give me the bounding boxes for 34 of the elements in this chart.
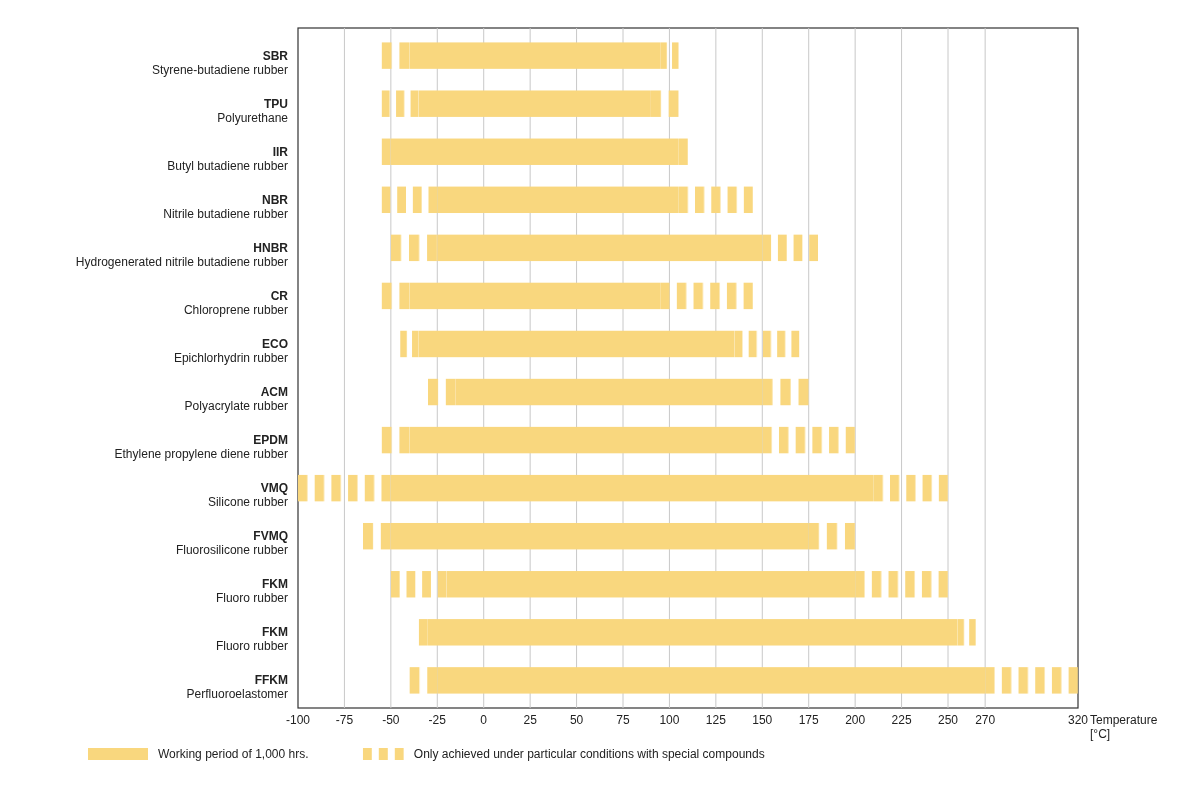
- x-tick-label: 150: [752, 713, 773, 727]
- x-tick-label: -75: [335, 713, 354, 727]
- x-tick-label: 270: [975, 713, 996, 727]
- x-tick-label: -100: [285, 713, 311, 727]
- y-tick-label: ECO Epichlorhydrin rubber: [173, 336, 288, 365]
- x-tick-label: 320: [1067, 713, 1089, 727]
- y-tick-label: VMQ Silicone rubber: [207, 481, 288, 510]
- x-tick-label: 250: [937, 713, 959, 727]
- y-tick-label: TPU Polyurethane: [217, 96, 289, 125]
- x-tick-label: -50: [382, 713, 400, 727]
- legend-label: Only achieved under particular conditions with special compounds: [413, 747, 765, 761]
- y-tick-label: IIR Butyl butadiene rubber: [167, 144, 289, 173]
- x-tick-label: -25: [428, 713, 447, 727]
- y-tick-label: NBR Nitrile butadiene rubber: [163, 192, 289, 221]
- y-tick-label: ACM Polyacrylate rubber: [184, 385, 288, 414]
- x-tick-label: 75: [616, 713, 630, 727]
- x-tick-label: 50: [569, 713, 584, 727]
- y-tick-label: FVMQ Fluorosilicone rubber: [175, 529, 288, 558]
- x-tick-label: 0: [480, 713, 488, 727]
- x-tick-label: 225: [891, 713, 912, 727]
- y-tick-label: EPDM Ethylene propylene diene rubber: [114, 433, 288, 462]
- x-tick-label: 125: [705, 713, 727, 727]
- x-tick-label: 175: [798, 713, 820, 727]
- x-tick-label: 200: [845, 713, 866, 727]
- y-tick-label: SBR Styrene-butadiene rubber: [151, 48, 289, 77]
- y-tick-label: HNBR Hydrogenerated nitrile butadiene rubber: [75, 240, 289, 269]
- y-tick-label: FFKM Perfluoroelastomer: [186, 673, 288, 702]
- x-tick-label: 100: [659, 713, 680, 727]
- y-tick-label: FKM Fluoro rubber: [215, 625, 288, 654]
- y-tick-label: FKM Fluoro rubber: [215, 577, 288, 606]
- y-tick-label: CR Chloroprene rubber: [183, 288, 289, 317]
- x-tick-label: 25: [523, 713, 538, 727]
- legend-label: Working period of 1,000 hrs.: [158, 747, 309, 761]
- x-axis-title: Temperature [°C]: [1090, 713, 1158, 741]
